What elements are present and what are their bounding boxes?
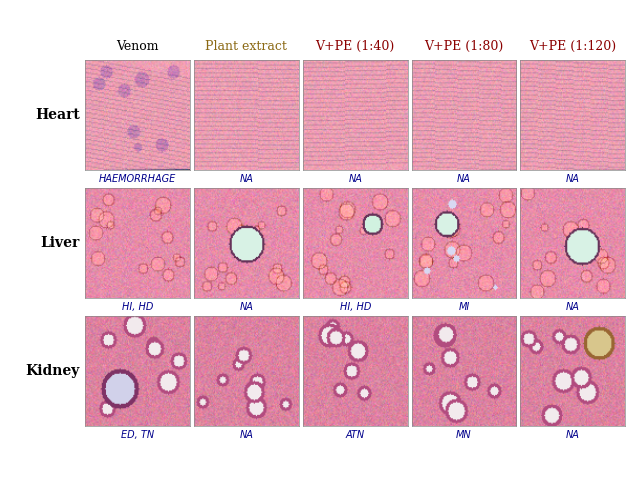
Text: NA: NA [239, 302, 253, 312]
Text: NA: NA [348, 174, 362, 184]
Text: ATN: ATN [346, 430, 365, 440]
Text: V+PE (1:40): V+PE (1:40) [316, 40, 395, 53]
Text: HI, HD: HI, HD [122, 302, 154, 312]
Text: Kidney: Kidney [26, 364, 80, 378]
Text: ED, TN: ED, TN [121, 430, 154, 440]
Text: Liver: Liver [41, 236, 80, 250]
Text: NA: NA [239, 430, 253, 440]
Text: MN: MN [456, 430, 472, 440]
Text: NA: NA [566, 302, 580, 312]
Text: V+PE (1:80): V+PE (1:80) [424, 40, 504, 53]
Text: HI, HD: HI, HD [339, 302, 371, 312]
Text: NA: NA [566, 174, 580, 184]
Text: Venom: Venom [116, 40, 159, 53]
Text: NA: NA [566, 430, 580, 440]
Text: V+PE (1:120): V+PE (1:120) [529, 40, 616, 53]
Text: Plant extract: Plant extract [205, 40, 287, 53]
Text: Heart: Heart [35, 108, 80, 122]
Text: MI: MI [458, 302, 470, 312]
Text: NA: NA [457, 174, 471, 184]
Text: HAEMORRHAGE: HAEMORRHAGE [99, 174, 176, 184]
Text: NA: NA [239, 174, 253, 184]
